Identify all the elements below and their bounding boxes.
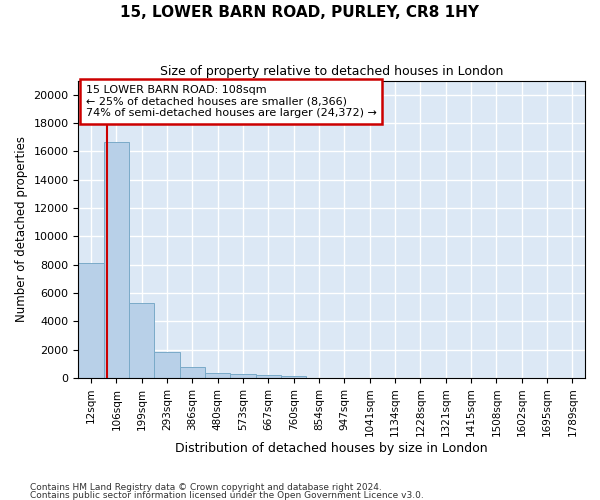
X-axis label: Distribution of detached houses by size in London: Distribution of detached houses by size … <box>175 442 488 455</box>
Text: Contains HM Land Registry data © Crown copyright and database right 2024.: Contains HM Land Registry data © Crown c… <box>30 484 382 492</box>
Text: 15 LOWER BARN ROAD: 108sqm
← 25% of detached houses are smaller (8,366)
74% of s: 15 LOWER BARN ROAD: 108sqm ← 25% of deta… <box>86 85 377 118</box>
Text: 15, LOWER BARN ROAD, PURLEY, CR8 1HY: 15, LOWER BARN ROAD, PURLEY, CR8 1HY <box>121 5 479 20</box>
Y-axis label: Number of detached properties: Number of detached properties <box>15 136 28 322</box>
Bar <box>205 372 230 378</box>
Bar <box>256 374 281 378</box>
Bar <box>180 368 205 378</box>
Bar <box>129 303 154 378</box>
Bar <box>230 374 256 378</box>
Bar <box>281 376 307 378</box>
Bar <box>154 352 180 378</box>
Bar <box>104 142 129 378</box>
Text: Contains public sector information licensed under the Open Government Licence v3: Contains public sector information licen… <box>30 490 424 500</box>
Bar <box>79 262 104 378</box>
Title: Size of property relative to detached houses in London: Size of property relative to detached ho… <box>160 65 503 78</box>
